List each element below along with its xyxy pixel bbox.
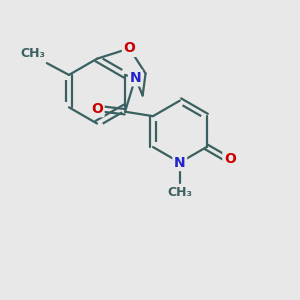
Text: O: O bbox=[224, 152, 236, 166]
Text: O: O bbox=[91, 102, 103, 116]
Text: CH₃: CH₃ bbox=[20, 47, 45, 60]
Text: O: O bbox=[124, 41, 135, 56]
Text: N: N bbox=[174, 155, 186, 170]
Text: CH₃: CH₃ bbox=[167, 186, 192, 199]
Text: N: N bbox=[130, 71, 141, 85]
